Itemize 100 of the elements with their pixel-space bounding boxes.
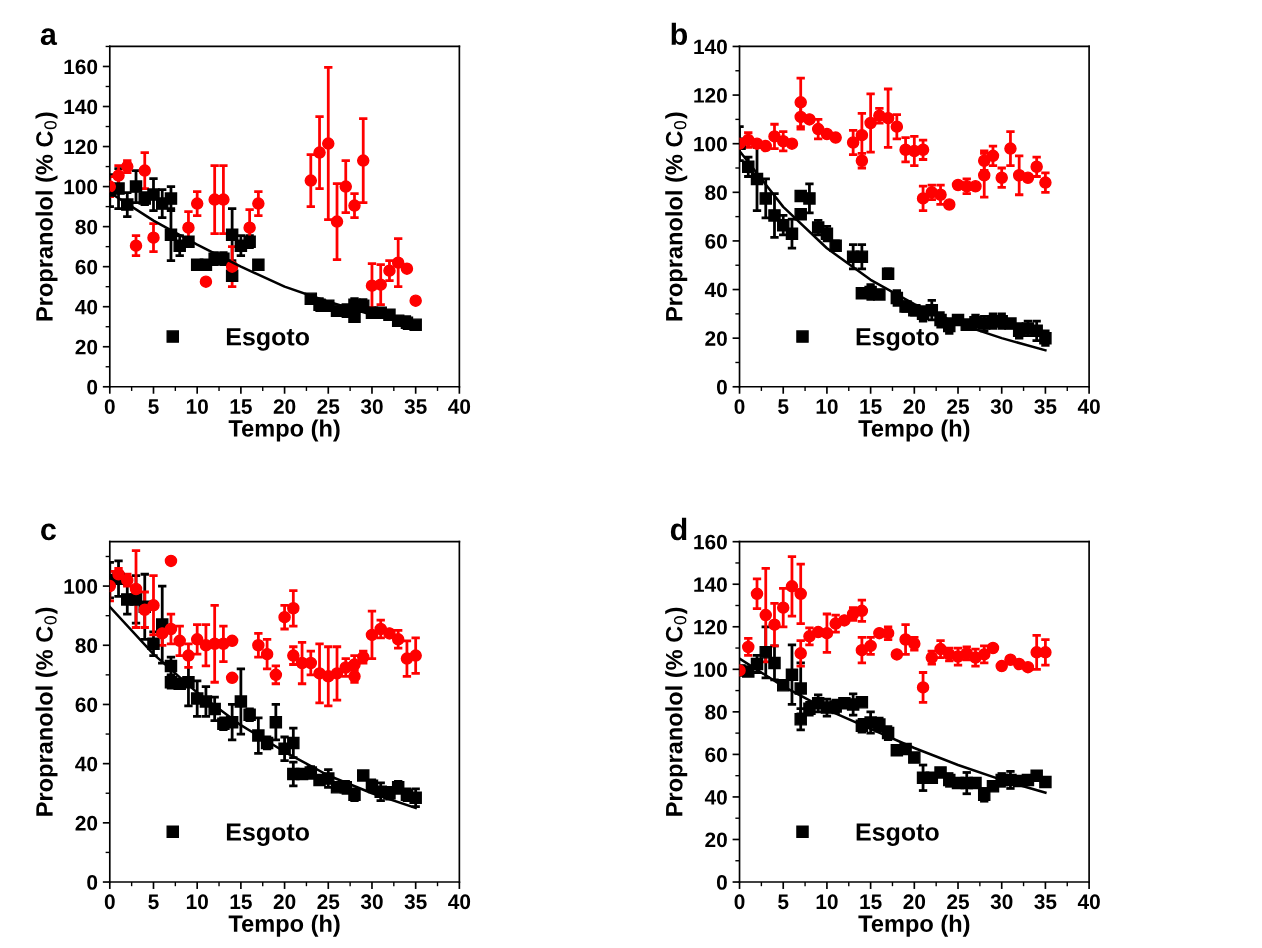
point — [322, 137, 335, 150]
point — [759, 192, 773, 205]
point — [916, 192, 930, 205]
x-tick-label: 35 — [404, 399, 427, 414]
point — [768, 656, 781, 670]
point — [164, 192, 178, 205]
point — [873, 288, 886, 301]
point — [147, 637, 160, 651]
point — [252, 639, 265, 652]
point — [383, 627, 396, 640]
point — [855, 604, 869, 618]
x-tick-label: 10 — [816, 894, 838, 910]
point — [969, 776, 982, 790]
point — [147, 231, 160, 244]
point — [759, 139, 773, 153]
point — [348, 199, 361, 212]
point — [313, 146, 326, 159]
y-tick-label: 120 — [64, 139, 98, 155]
x-tick-label: 25 — [317, 894, 340, 910]
x-tick-label: 40 — [1077, 399, 1100, 414]
point — [147, 599, 160, 612]
point — [356, 769, 370, 782]
point — [794, 647, 807, 660]
y-tick-label: 40 — [75, 756, 98, 772]
y-tick-label: 160 — [64, 59, 98, 75]
x-tick-label: 5 — [148, 399, 159, 414]
point — [759, 646, 773, 659]
point — [173, 634, 186, 648]
chart-title: c — [41, 523, 56, 541]
x-tick-label: 10 — [186, 399, 208, 414]
y-axis-title: Propranolol (% C$_{0}$) — [665, 607, 688, 816]
point — [409, 649, 422, 662]
point — [1021, 660, 1035, 674]
point — [785, 137, 799, 150]
y-tick-label: 120 — [694, 88, 727, 103]
point — [1039, 775, 1052, 789]
x-tick-label: 30 — [990, 894, 1013, 910]
x-tick-label: 5 — [148, 894, 159, 910]
point — [785, 580, 799, 593]
x-tick-label: 20 — [273, 399, 296, 414]
point — [881, 111, 895, 125]
x-tick-label: 15 — [230, 894, 252, 910]
y-tick-label: 100 — [64, 179, 98, 195]
point — [890, 648, 904, 661]
x-tick-label: 10 — [186, 894, 208, 910]
legend-label: Esgoto — [856, 328, 939, 351]
point — [995, 659, 1008, 673]
point — [1021, 171, 1035, 184]
point — [330, 215, 344, 228]
point — [409, 294, 422, 307]
y-tick-label: 60 — [75, 697, 98, 713]
point — [768, 618, 781, 631]
point — [190, 633, 204, 646]
point — [155, 627, 169, 640]
point — [969, 179, 982, 193]
point — [916, 681, 930, 694]
point — [838, 614, 851, 627]
y-tick-label: 140 — [694, 577, 727, 592]
point — [829, 131, 842, 144]
x-axis-title: Tempo (h) — [858, 914, 970, 937]
y-tick-label: 120 — [694, 619, 727, 635]
point — [750, 587, 764, 601]
x-tick-label: 30 — [990, 399, 1013, 414]
point — [820, 626, 834, 640]
x-tick-label: 40 — [448, 894, 471, 910]
point — [855, 128, 869, 142]
point — [785, 227, 799, 240]
point — [391, 256, 405, 269]
y-tick-label: 80 — [75, 219, 98, 235]
y-tick-label: 40 — [704, 282, 727, 298]
point — [846, 136, 860, 149]
point — [785, 668, 799, 681]
point — [234, 695, 248, 708]
point — [147, 188, 160, 201]
chart-title: d — [670, 517, 687, 541]
y-axis-title: Propranolol (% C$_{0}$) — [665, 112, 688, 321]
x-axis-title: Tempo (h) — [228, 419, 340, 442]
point — [330, 667, 344, 680]
point — [129, 582, 143, 596]
chart-title: b — [671, 22, 688, 46]
point — [269, 668, 283, 682]
point — [995, 171, 1008, 184]
point — [252, 197, 265, 210]
legend-label: Esgoto — [226, 328, 309, 351]
x-tick-label: 35 — [404, 894, 427, 910]
point — [225, 671, 239, 685]
x-tick-label: 0 — [104, 894, 115, 910]
point — [391, 633, 405, 646]
point — [269, 715, 283, 729]
y-tick-label: 20 — [705, 832, 727, 848]
x-tick-label: 10 — [816, 399, 838, 414]
y-tick-label: 140 — [64, 99, 98, 115]
y-tick-label: 100 — [694, 662, 727, 678]
y-tick-label: 40 — [75, 299, 98, 315]
x-tick-label: 5 — [778, 399, 789, 414]
x-tick-label: 15 — [860, 399, 882, 414]
point — [383, 264, 396, 277]
point — [855, 696, 869, 709]
point — [339, 180, 353, 193]
point — [182, 235, 195, 248]
